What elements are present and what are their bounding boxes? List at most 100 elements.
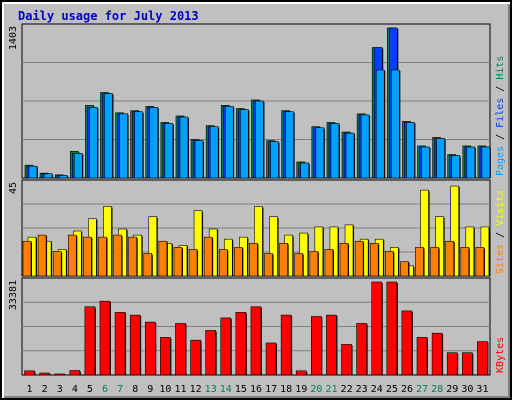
bar-pages-17 xyxy=(270,141,279,179)
panel-kbytes: 33381 KBytes xyxy=(8,277,506,376)
bar-sites-1 xyxy=(22,240,32,277)
chart-title: Daily usage for July 2013 xyxy=(18,9,199,23)
bar-pages-9 xyxy=(149,107,159,179)
panel-visits-sites: 45 Sites / Visits xyxy=(8,179,506,277)
bar-kbytes-22 xyxy=(341,344,352,376)
bar-pages-30 xyxy=(466,146,476,179)
bar-sites-3 xyxy=(52,251,62,277)
bar-kbytes-20 xyxy=(311,316,322,376)
x-tick-label-24: 24 xyxy=(371,384,383,395)
panels: 1403 Pages / Files / Hits 45 Sites / Visits… xyxy=(8,23,506,376)
bar-kbytes-13 xyxy=(205,330,216,376)
x-tick-label-19: 19 xyxy=(295,384,307,395)
bar-pages-23 xyxy=(360,114,370,179)
x-tick-label-13: 13 xyxy=(205,384,217,395)
x-tick-label-3: 3 xyxy=(57,384,63,395)
bar-kbytes-14 xyxy=(220,317,232,376)
x-tick-label-31: 31 xyxy=(476,384,488,395)
x-tick-label-20: 20 xyxy=(310,384,322,395)
bar-sites-30 xyxy=(460,247,470,277)
bar-sites-6 xyxy=(98,236,107,277)
bar-pages-3 xyxy=(58,175,68,179)
bar-sites-14 xyxy=(218,249,228,277)
bar-kbytes-30 xyxy=(462,352,473,376)
bar-pages-13 xyxy=(209,126,219,179)
panel-hits-files-pages: 1403 Pages / Files / Hits xyxy=(8,23,506,179)
x-tick-label-16: 16 xyxy=(250,384,262,395)
x-tick-label-22: 22 xyxy=(341,384,353,395)
bar-kbytes-21 xyxy=(326,314,337,376)
y-max-label: 1403 xyxy=(8,26,19,50)
legend-hits: Hits xyxy=(495,56,506,80)
bar-kbytes-16 xyxy=(250,306,262,376)
bar-sites-2 xyxy=(37,234,47,277)
bar-kbytes-12 xyxy=(190,339,201,376)
bar-kbytes-11 xyxy=(175,323,186,376)
bar-sites-12 xyxy=(188,249,198,277)
bar-sites-16 xyxy=(249,242,258,277)
bar-kbytes-24 xyxy=(371,281,383,376)
bar-pages-8 xyxy=(134,111,143,179)
bar-pages-28 xyxy=(436,138,445,179)
x-tick-label-11: 11 xyxy=(174,384,186,395)
bar-kbytes-5 xyxy=(84,306,96,376)
bar-kbytes-10 xyxy=(160,337,171,376)
x-tick-label-4: 4 xyxy=(72,384,78,395)
bar-pages-11 xyxy=(179,116,189,179)
bar-kbytes-19 xyxy=(295,370,307,376)
x-tick-label-26: 26 xyxy=(401,384,413,395)
bar-pages-19 xyxy=(300,162,310,179)
bar-kbytes-31 xyxy=(477,341,488,376)
bar-sites-11 xyxy=(173,247,183,277)
x-axis-labels: 1 2 3 4 5 6 7 8 9 10 11 12 13 14 15 16 17 18 19 20 21 22 23 24 2… xyxy=(27,384,489,395)
bar-sites-28 xyxy=(430,247,439,277)
legend-sites: Sites xyxy=(495,244,506,274)
x-tick-label-12: 12 xyxy=(190,384,202,395)
bar-pages-24 xyxy=(375,69,385,179)
bar-pages-31 xyxy=(481,146,491,179)
bar-pages-4 xyxy=(73,153,83,179)
x-tick-label-23: 23 xyxy=(356,384,368,395)
bar-kbytes-7 xyxy=(114,312,126,376)
bar-kbytes-1 xyxy=(24,370,35,376)
x-tick-label-27: 27 xyxy=(416,384,428,395)
bar-sites-17 xyxy=(264,253,273,277)
legend-files: Files xyxy=(495,98,506,128)
bar-pages-7 xyxy=(119,113,128,179)
x-tick-label-17: 17 xyxy=(265,384,277,395)
bar-sites-22 xyxy=(339,242,349,277)
bar-pages-20 xyxy=(315,127,325,179)
bar-pages-25 xyxy=(391,69,400,179)
x-tick-label-29: 29 xyxy=(446,384,458,395)
x-tick-label-14: 14 xyxy=(220,384,232,395)
bar-kbytes-9 xyxy=(144,321,156,376)
x-tick-label-2: 2 xyxy=(42,384,48,395)
bar-sites-23 xyxy=(354,240,364,277)
bar-pages-6 xyxy=(104,93,113,179)
bar-kbytes-27 xyxy=(416,337,428,376)
bar-pages-12 xyxy=(194,140,204,179)
y-max-label: 45 xyxy=(8,182,19,194)
bar-kbytes-23 xyxy=(356,323,367,376)
bar-sites-10 xyxy=(158,240,168,277)
bar-pages-2 xyxy=(43,173,53,179)
bar-sites-21 xyxy=(324,249,334,277)
x-tick-label-30: 30 xyxy=(461,384,473,395)
bar-pages-26 xyxy=(406,122,415,179)
bar-sites-15 xyxy=(234,247,243,277)
legend-separator: / xyxy=(495,128,506,146)
bar-sites-27 xyxy=(415,247,424,277)
x-tick-label-25: 25 xyxy=(386,384,398,395)
bar-sites-31 xyxy=(475,247,485,277)
bar-pages-1 xyxy=(28,165,38,179)
bar-kbytes-28 xyxy=(431,332,443,376)
x-tick-label-5: 5 xyxy=(87,384,93,395)
legend-pages: Pages xyxy=(495,146,506,176)
bar-kbytes-18 xyxy=(280,314,292,376)
bar-pages-29 xyxy=(451,155,461,179)
bar-kbytes-4 xyxy=(69,370,81,376)
bar-kbytes-3 xyxy=(54,373,65,376)
legend-kbytes: KBytes xyxy=(495,337,506,373)
bar-kbytes-6 xyxy=(99,300,111,376)
bar-pages-15 xyxy=(240,109,249,179)
